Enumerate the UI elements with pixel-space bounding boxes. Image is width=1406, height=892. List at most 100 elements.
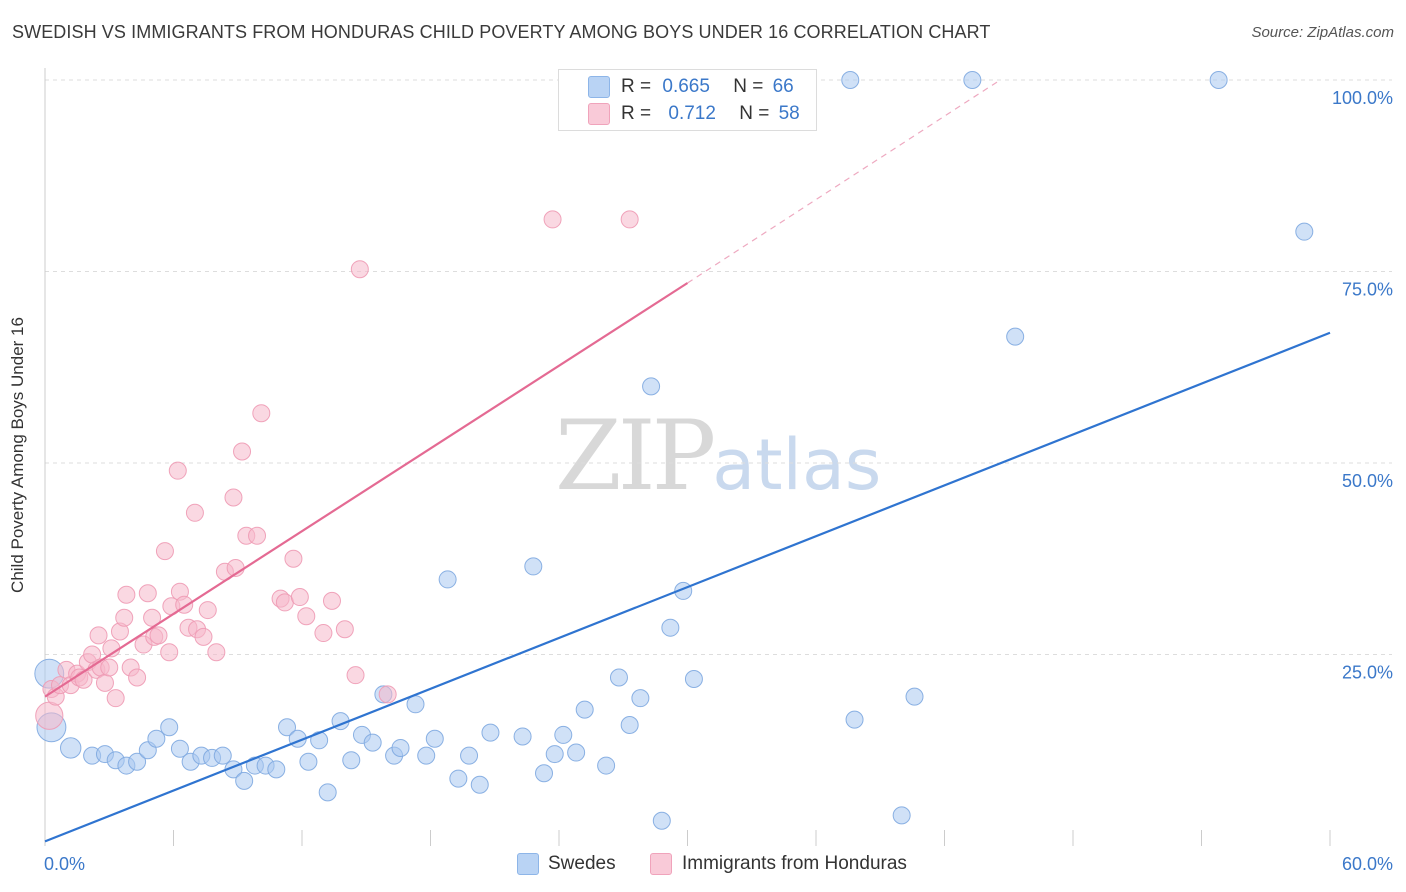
- point-swedes: [620, 715, 639, 734]
- legend-r-label: R =: [621, 103, 652, 124]
- point-honduras: [252, 404, 271, 423]
- chart-title: SWEDISH VS IMMIGRANTS FROM HONDURAS CHIL…: [12, 22, 991, 42]
- point-honduras: [335, 620, 354, 639]
- legend-n-value: 66: [772, 76, 794, 97]
- point-swedes: [841, 71, 860, 89]
- point-swedes: [391, 738, 410, 757]
- point-swedes: [318, 783, 337, 802]
- point-honduras: [185, 503, 204, 522]
- point-honduras: [198, 601, 217, 620]
- point-swedes: [460, 746, 479, 765]
- legend-n-label: N =: [739, 103, 770, 124]
- point-swedes: [425, 729, 444, 748]
- point-honduras: [160, 643, 179, 662]
- point-swedes: [267, 760, 286, 779]
- watermark: ZIPatlas: [555, 400, 881, 512]
- point-honduras: [89, 626, 108, 645]
- point-honduras: [378, 685, 397, 704]
- watermark-atlas: atlas: [712, 424, 882, 506]
- point-swedes: [597, 756, 616, 775]
- trendline-honduras: [44, 282, 689, 698]
- point-swedes: [905, 687, 924, 706]
- point-swedes: [845, 710, 864, 729]
- x-tick-label: 0.0%: [44, 854, 85, 874]
- point-honduras: [117, 585, 136, 604]
- legend-swatch-honduras: [650, 853, 672, 875]
- trendline-honduras-extension: [687, 79, 1001, 284]
- point-swedes: [470, 775, 489, 794]
- point-swedes: [213, 746, 232, 765]
- point-swedes: [128, 752, 147, 771]
- legend-series: Swedes Immigrants from Honduras: [0, 852, 1406, 876]
- point-swedes: [642, 377, 661, 396]
- point-swedes: [1295, 222, 1314, 241]
- point-honduras: [194, 627, 213, 646]
- y-tick-label: 25.0%: [1342, 663, 1393, 683]
- point-swedes: [535, 764, 554, 783]
- x-tick-label: 60.0%: [1342, 854, 1393, 874]
- legend-row-honduras: R = 0.712 N = 58: [621, 102, 800, 126]
- legend-swatch-swedes: [588, 76, 610, 98]
- point-swedes: [363, 733, 382, 752]
- point-swedes: [554, 725, 573, 744]
- point-swedes: [481, 723, 500, 742]
- point-swedes: [661, 618, 680, 637]
- point-honduras: [95, 673, 114, 692]
- y-axis-label: Child Poverty Among Boys Under 16: [8, 317, 27, 593]
- point-swedes: [147, 729, 166, 748]
- point-swedes: [892, 806, 911, 825]
- point-swedes: [449, 769, 468, 788]
- point-honduras: [138, 584, 157, 603]
- point-swedes: [609, 668, 628, 687]
- legend-n-label: N =: [733, 76, 764, 97]
- point-swedes: [438, 570, 457, 589]
- y-tick-label: 100.0%: [1332, 88, 1393, 108]
- point-swedes: [278, 718, 297, 737]
- point-swedes: [299, 752, 318, 771]
- point-swedes: [567, 743, 586, 762]
- point-swedes: [406, 695, 425, 714]
- legend-n-value: 58: [778, 103, 800, 124]
- point-honduras: [275, 593, 294, 612]
- point-swedes: [513, 727, 532, 746]
- point-honduras: [350, 260, 369, 279]
- point-honduras: [207, 643, 226, 662]
- point-honduras: [543, 210, 562, 229]
- point-honduras: [233, 442, 252, 461]
- legend-label-honduras: Immigrants from Honduras: [682, 853, 907, 874]
- point-swedes: [170, 739, 189, 758]
- chart-source: Source: ZipAtlas.com: [1251, 24, 1394, 41]
- legend-r-value: 0.665: [662, 76, 710, 97]
- point-honduras: [620, 210, 639, 229]
- point-honduras: [248, 526, 267, 545]
- point-swedes: [631, 689, 650, 708]
- point-honduras: [100, 658, 119, 677]
- trendline-swedes: [44, 331, 1331, 843]
- point-swedes: [545, 745, 564, 764]
- point-swedes: [963, 71, 982, 89]
- watermark-zip: ZIP: [555, 400, 716, 512]
- point-honduras: [290, 588, 309, 607]
- point-swedes: [160, 718, 179, 737]
- point-honduras: [346, 666, 365, 685]
- point-honduras: [35, 701, 64, 730]
- point-swedes: [59, 737, 82, 759]
- point-honduras: [314, 624, 333, 643]
- point-swedes: [652, 811, 671, 830]
- point-honduras: [284, 549, 303, 568]
- point-honduras: [115, 608, 134, 627]
- point-honduras: [224, 488, 243, 507]
- point-swedes: [575, 700, 594, 719]
- point-honduras: [297, 607, 316, 626]
- legend-label-swedes: Swedes: [548, 853, 616, 874]
- point-honduras: [149, 626, 168, 645]
- point-honduras: [155, 542, 174, 561]
- legend-stats: R = 0.665 N = 66 R = 0.712 N = 58: [558, 69, 817, 131]
- point-honduras: [128, 668, 147, 687]
- legend-row-swedes: R = 0.665 N = 66: [621, 75, 794, 99]
- y-tick-label: 50.0%: [1342, 471, 1393, 491]
- legend-r-label: R =: [621, 76, 652, 97]
- y-tick-label: 75.0%: [1342, 280, 1393, 300]
- legend-swatch-swedes: [517, 853, 539, 875]
